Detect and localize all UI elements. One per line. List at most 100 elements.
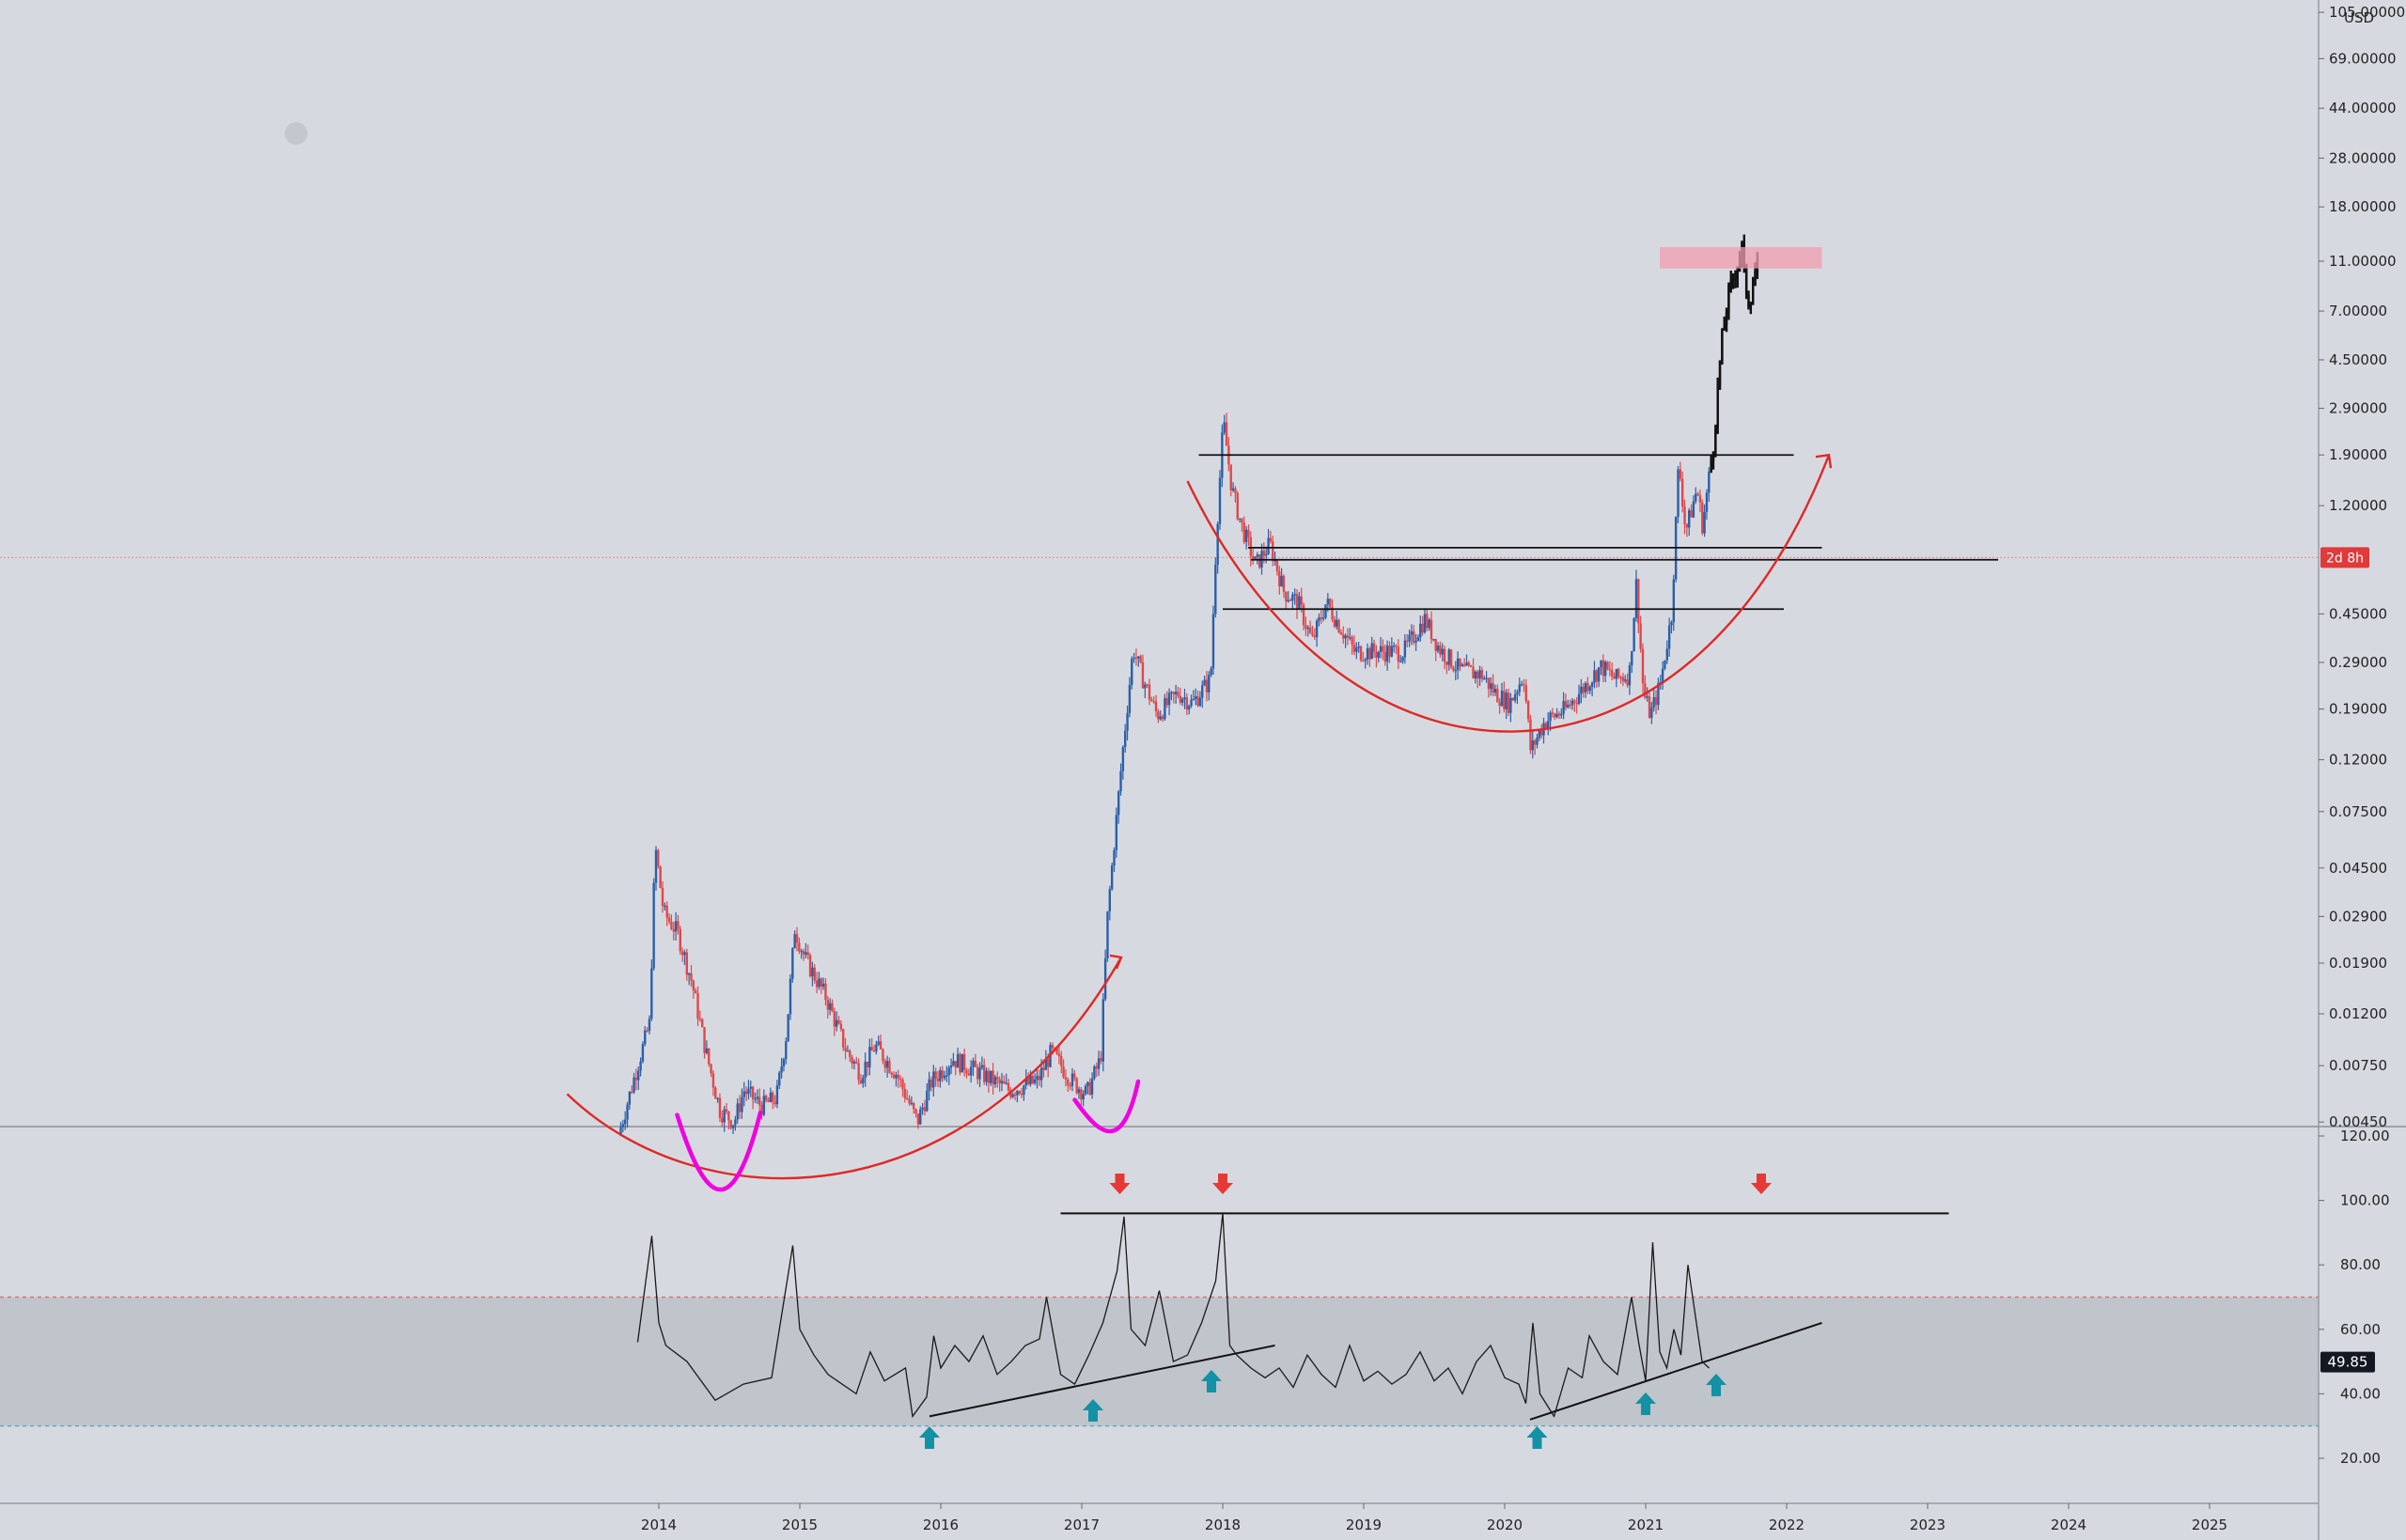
candle-body [1359, 646, 1363, 661]
candle-body [652, 882, 655, 969]
candle-body [1456, 658, 1460, 671]
cup-arc-late [1186, 454, 1831, 733]
oscillator-tick-label: 120.00 [2340, 1128, 2390, 1144]
candle-body [862, 1078, 865, 1083]
oscillator-line [636, 1213, 1710, 1419]
oscillator-tick-label: 100.00 [2340, 1192, 2390, 1209]
candle-body [1086, 1081, 1089, 1086]
price-axis: USD 105.00000 69.00000 44.00000 28.00000 18.… [2319, 4, 2405, 1130]
candle-body [1734, 278, 1737, 280]
price-tick-label: 0.19000 [2329, 701, 2387, 718]
candle-body [1324, 604, 1327, 618]
candle-body [1503, 691, 1506, 709]
candle-body [793, 934, 796, 949]
candle-body [1344, 635, 1347, 639]
candle-body [1242, 522, 1245, 542]
candle-body [926, 1090, 929, 1112]
candle-body [1177, 692, 1180, 696]
candle-body [1124, 730, 1127, 748]
candle-body [1088, 1081, 1091, 1095]
candle-body [974, 1060, 977, 1067]
candle-body [1174, 692, 1178, 694]
drawing-handle-dot[interactable] [285, 122, 307, 145]
candle-body [828, 1003, 832, 1010]
candle-body [1328, 599, 1332, 608]
candle-body [1478, 670, 1481, 678]
candle-body [718, 1097, 722, 1118]
oscillator-tick-label: 20.00 [2340, 1450, 2381, 1467]
oscillator-band [0, 1297, 2319, 1426]
candle-body [1293, 594, 1296, 596]
candle-body [1355, 647, 1358, 652]
candle-body [1311, 632, 1314, 636]
candle-body [1090, 1078, 1094, 1095]
candle-body [813, 967, 816, 981]
candle-body [1364, 659, 1367, 661]
candle-body [1570, 700, 1574, 706]
candle-body [692, 980, 695, 991]
price-tick-label: 44.00000 [2329, 100, 2397, 117]
candle-body [1003, 1081, 1006, 1084]
candle-body [1547, 721, 1550, 728]
candle-body [1282, 575, 1286, 592]
candle-body [1476, 671, 1479, 678]
candle-body [1375, 651, 1378, 659]
candle-body [1106, 910, 1109, 959]
candle-body [1390, 646, 1394, 657]
candle-body [1291, 594, 1294, 601]
candle-body [1595, 670, 1598, 682]
candle-body [932, 1071, 935, 1088]
candle-body [1295, 594, 1299, 610]
candle-body [1654, 696, 1658, 706]
candle-body [993, 1077, 997, 1085]
candle-body [1708, 472, 1711, 493]
candle-body [1683, 506, 1686, 524]
price-tick-label: 2.90000 [2329, 400, 2387, 417]
up-arrow-icon [1635, 1392, 1656, 1415]
candle-body [1721, 330, 1724, 361]
candle-body [1082, 1094, 1085, 1100]
candle-body [727, 1111, 730, 1121]
candle-body [978, 1067, 981, 1080]
time-tick-label: 2014 [641, 1517, 677, 1533]
candle-body [711, 1073, 715, 1088]
candle-body [1634, 579, 1638, 619]
candle-body [1223, 422, 1226, 433]
candle-body [1608, 669, 1612, 671]
candle-body [1042, 1067, 1045, 1070]
candle-body [980, 1065, 984, 1068]
candle-body [1498, 702, 1501, 707]
candle-body [1544, 723, 1548, 728]
candle-body [1205, 679, 1209, 692]
candle-body [1190, 699, 1193, 707]
candle-body [835, 1019, 838, 1027]
candle-body [1582, 686, 1585, 692]
candle-body [1526, 701, 1530, 720]
candle-body [1110, 865, 1114, 890]
candle-body [741, 1097, 743, 1112]
candle-body [1449, 649, 1453, 668]
candle-body [633, 1077, 635, 1093]
candle-body [967, 1073, 971, 1076]
candle-body [1505, 692, 1508, 709]
candle-body [1562, 701, 1565, 714]
candle-body [901, 1080, 904, 1089]
candle-body [1161, 716, 1164, 720]
candle-body [687, 972, 691, 975]
candle-body [1659, 681, 1662, 684]
candle-body [1538, 730, 1541, 739]
candle-body [910, 1102, 914, 1105]
candle-body [1195, 696, 1197, 699]
candle-body [826, 1000, 830, 1010]
candle-body [1000, 1081, 1004, 1084]
candle-body [1430, 619, 1433, 640]
time-axis: 2014 2015 2016 2017 2018 2019 2020 2021 2022 2023… [641, 1503, 2227, 1533]
price-tick-label: 0.29000 [2329, 654, 2387, 671]
candle-body [1555, 713, 1558, 718]
candle-body [654, 849, 658, 883]
price-tick-label: 7.00000 [2329, 303, 2387, 319]
candle-body [954, 1061, 957, 1068]
candle-body [1601, 660, 1605, 677]
candle-body [1524, 685, 1527, 702]
